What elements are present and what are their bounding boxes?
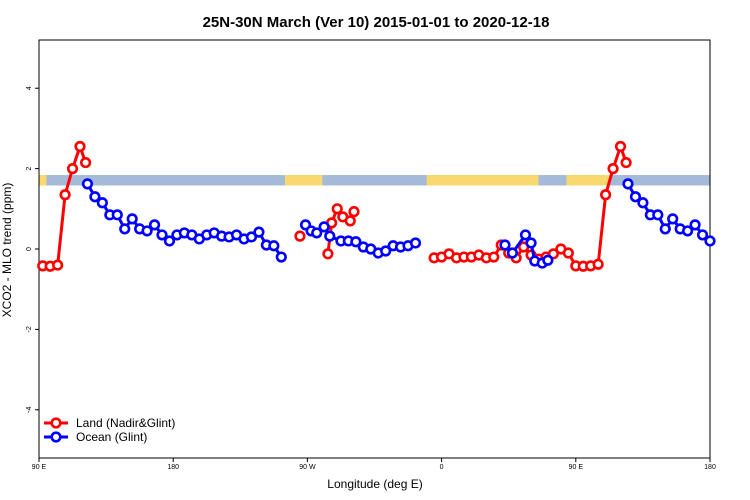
x-tick-label: 90 E: [569, 464, 584, 471]
data-point: [156, 229, 168, 241]
x-tick-label: 90 E: [32, 464, 47, 471]
x-axis: 90 E 180 90 W 0 90 E 180: [32, 458, 716, 471]
y-axis: -4 -2 0 2 4: [26, 86, 39, 413]
data-point: [126, 213, 138, 225]
y-axis-label: XCO2 - MLO trend (ppm): [0, 183, 14, 318]
data-point: [119, 223, 131, 235]
data-point: [409, 237, 422, 249]
series-line: [86, 183, 283, 258]
data-point: [704, 235, 716, 247]
data-point: [542, 254, 554, 266]
data-point: [348, 206, 360, 218]
series-ocean: [81, 178, 716, 269]
legend-marker-land: [50, 417, 62, 429]
series-land: [37, 140, 632, 272]
data-point: [253, 226, 265, 238]
data-point: [652, 209, 664, 221]
data-point: [331, 203, 343, 215]
data-point: [519, 229, 532, 241]
data-point: [245, 231, 258, 243]
data-point: [592, 258, 604, 270]
data-point: [148, 219, 161, 231]
data-point: [629, 191, 642, 203]
data-point: [607, 163, 619, 175]
land-ocean-band: [39, 175, 710, 186]
data-point: [525, 237, 537, 249]
data-point: [59, 189, 71, 201]
data-point: [275, 251, 287, 263]
data-point: [506, 247, 519, 259]
data-point: [141, 225, 153, 237]
data-point: [350, 236, 362, 248]
data-point: [268, 240, 280, 252]
data-point: [659, 223, 671, 235]
data-point: [499, 239, 511, 251]
land-band-segment: [426, 175, 539, 186]
data-point: [52, 259, 64, 271]
ocean-band: [39, 175, 710, 186]
series-line: [42, 145, 88, 268]
x-tick-label: 180: [167, 464, 179, 471]
y-tick-label: 0: [26, 247, 33, 251]
data-point: [79, 156, 92, 169]
data-point: [380, 245, 392, 257]
y-tick-label: -2: [26, 326, 33, 332]
data-point: [294, 230, 306, 242]
data-point: [689, 219, 701, 231]
data-point: [311, 227, 323, 239]
x-tick-label: 90 W: [299, 464, 316, 471]
data-point: [111, 209, 123, 221]
data-point: [89, 191, 101, 203]
y-tick-label: 4: [26, 86, 33, 90]
x-axis-label: Longitude (deg E): [327, 477, 422, 491]
data-point: [344, 215, 356, 227]
data-point: [488, 251, 500, 263]
legend-label-land: Land (Nadir&Glint): [76, 416, 175, 430]
x-tick-label: 180: [704, 464, 716, 471]
land-band-segment: [285, 175, 323, 186]
legend: Land (Nadir&Glint) Ocean (Glint): [44, 416, 175, 444]
x-tick-label: 0: [440, 464, 444, 471]
data-point: [81, 178, 94, 190]
data-point: [163, 235, 176, 247]
legend-marker-ocean: [50, 431, 62, 443]
y-tick-label: -4: [26, 407, 33, 413]
chart-title: 25N-30N March (Ver 10) 2015-01-01 to 202…: [203, 14, 550, 31]
data-point: [696, 229, 709, 241]
legend-label-ocean: Ocean (Glint): [76, 430, 147, 444]
data-point: [562, 247, 574, 259]
data-point: [96, 197, 108, 209]
y-tick-label: 2: [26, 167, 33, 171]
data-point: [637, 197, 649, 209]
series-layer: [37, 140, 716, 272]
data-point: [318, 221, 330, 233]
data-point: [322, 248, 334, 260]
data-point: [614, 140, 627, 153]
data-point: [66, 163, 79, 175]
data-point: [622, 178, 634, 190]
data-point: [682, 225, 694, 237]
data-point: [600, 189, 612, 201]
data-point: [324, 230, 336, 242]
land-band-segment: [566, 175, 610, 186]
land-band-segment: [39, 175, 47, 186]
data-point: [620, 156, 632, 169]
data-point: [74, 140, 86, 153]
data-point: [667, 213, 679, 225]
